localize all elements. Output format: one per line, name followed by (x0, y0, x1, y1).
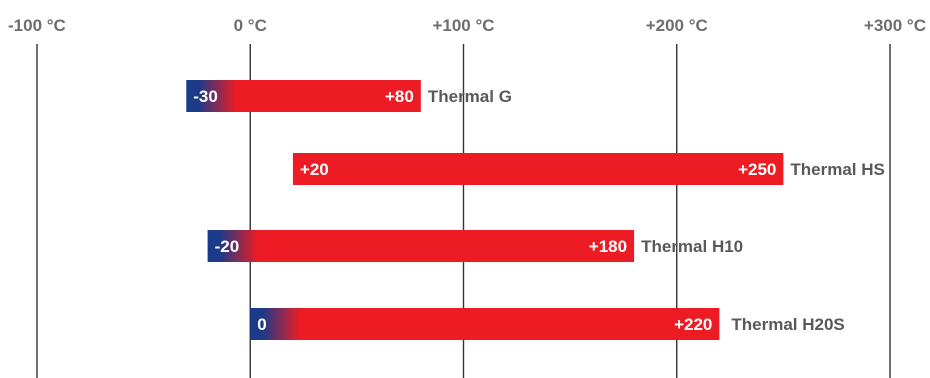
range-bar-group: +20 +250 Thermal HS (292, 153, 885, 185)
bar-name-label: Thermal G (428, 87, 512, 106)
bar-name-label: Thermal H10 (641, 237, 743, 256)
bar-min-label: 0 (257, 315, 266, 334)
tick-label: 0 °C (234, 16, 267, 35)
tick-label: +100 °C (432, 16, 494, 35)
range-bar (186, 80, 421, 112)
tick-label: +300 °C (864, 16, 926, 35)
bar-max-label: +180 (589, 237, 627, 256)
range-bar (292, 153, 784, 185)
bar-min-label: -30 (193, 87, 218, 106)
tick-label: -100 °C (8, 16, 66, 35)
range-bar-group: -20 +180 Thermal H10 (207, 230, 743, 262)
bar-max-label: +220 (674, 315, 712, 334)
bar-name-label: Thermal HS (790, 160, 884, 179)
range-bar (207, 230, 635, 262)
tick-label: +200 °C (646, 16, 708, 35)
bar-min-label: +20 (300, 160, 329, 179)
x-axis-tick-labels: -100 °C 0 °C +100 °C +200 °C +300 °C (8, 16, 926, 35)
bar-min-label: -20 (215, 237, 240, 256)
bar-max-label: +80 (385, 87, 414, 106)
range-bar-group: -30 +80 Thermal G (186, 80, 512, 112)
range-bars: -30 +80 Thermal G +20 +250 Thermal HS -20 +180 T… (186, 80, 885, 340)
range-bar (250, 308, 720, 340)
bar-name-label: Thermal H20S (731, 315, 844, 334)
bar-max-label: +250 (738, 160, 776, 179)
range-bar-group: 0 +220 Thermal H20S (250, 308, 845, 340)
